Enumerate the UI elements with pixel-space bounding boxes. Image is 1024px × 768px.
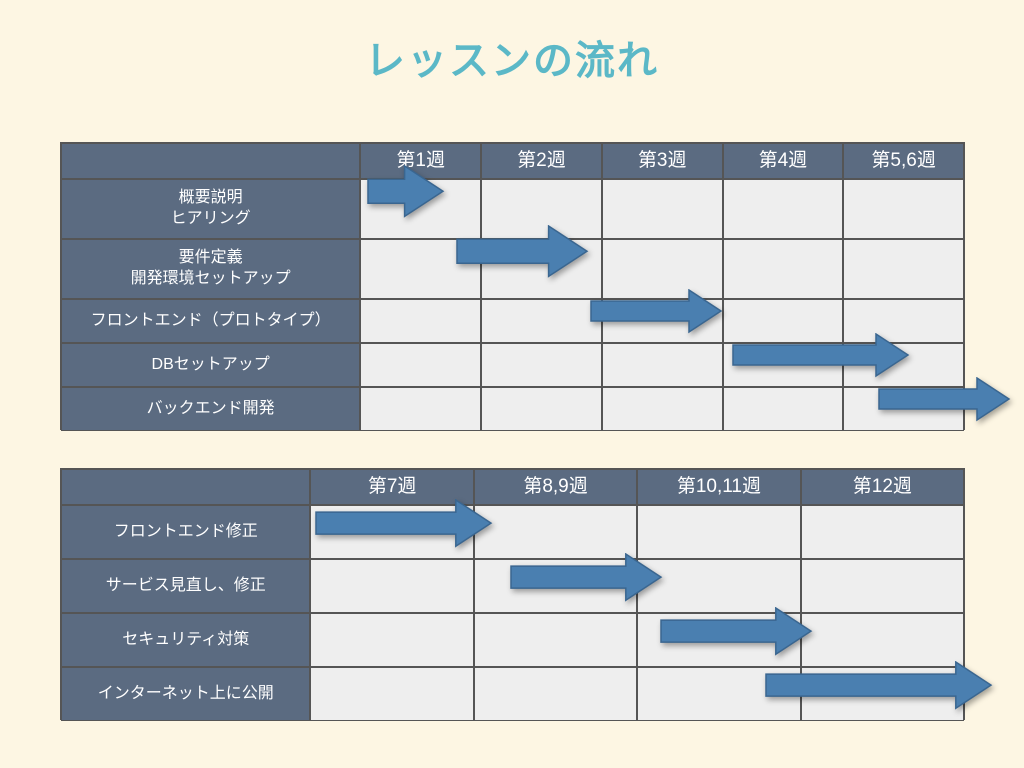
row-label: 概要説明 ヒアリング (61, 179, 360, 239)
body-cell (360, 343, 481, 387)
row-label: DBセットアップ (61, 343, 360, 387)
header-cell: 第3週 (602, 143, 723, 179)
body-cell (723, 239, 844, 299)
arrow-icon (456, 225, 590, 279)
body-cell (602, 179, 723, 239)
body-cell (360, 387, 481, 431)
body-cell (602, 387, 723, 431)
arrow-icon (590, 289, 724, 335)
body-cell (474, 613, 637, 667)
header-cell: 第4週 (723, 143, 844, 179)
row-label: インターネット上に公開 (61, 667, 310, 721)
body-cell (474, 667, 637, 721)
row-label: セキュリティ対策 (61, 613, 310, 667)
header-cell: 第2週 (481, 143, 602, 179)
header-blank (61, 469, 310, 505)
body-cell (360, 299, 481, 343)
arrow-icon (660, 607, 814, 657)
row-label: フロントエンド修正 (61, 505, 310, 559)
body-cell (723, 387, 844, 431)
row-label: バックエンド開発 (61, 387, 360, 431)
body-cell (843, 179, 964, 239)
body-cell (310, 667, 473, 721)
row-label: フロントエンド（プロトタイプ） (61, 299, 360, 343)
body-cell (637, 505, 800, 559)
body-cell (310, 559, 473, 613)
body-cell (801, 613, 964, 667)
header-blank (61, 143, 360, 179)
body-cell (801, 505, 964, 559)
body-cell (843, 239, 964, 299)
body-cell (474, 505, 637, 559)
header-cell: 第8,9週 (474, 469, 637, 505)
arrow-icon (732, 333, 911, 379)
arrow-icon (765, 661, 994, 711)
header-cell: 第5,6週 (843, 143, 964, 179)
body-cell (481, 387, 602, 431)
row-label: 要件定義 開発環境セットアップ (61, 239, 360, 299)
page-title: レッスンの流れ (0, 0, 1024, 86)
arrow-icon (510, 553, 664, 603)
body-cell (723, 179, 844, 239)
body-cell (310, 613, 473, 667)
arrow-icon (315, 499, 494, 549)
body-cell (481, 343, 602, 387)
row-label: サービス見直し、修正 (61, 559, 310, 613)
gantt-chart-1: 第1週第2週第3週第4週第5,6週概要説明 ヒアリング要件定義 開発環境セットア… (60, 142, 965, 430)
body-cell (481, 299, 602, 343)
arrow-icon (367, 165, 446, 219)
body-cell (801, 559, 964, 613)
header-cell: 第10,11週 (637, 469, 800, 505)
header-cell: 第12週 (801, 469, 964, 505)
body-cell (602, 343, 723, 387)
arrow-icon (878, 377, 1012, 423)
